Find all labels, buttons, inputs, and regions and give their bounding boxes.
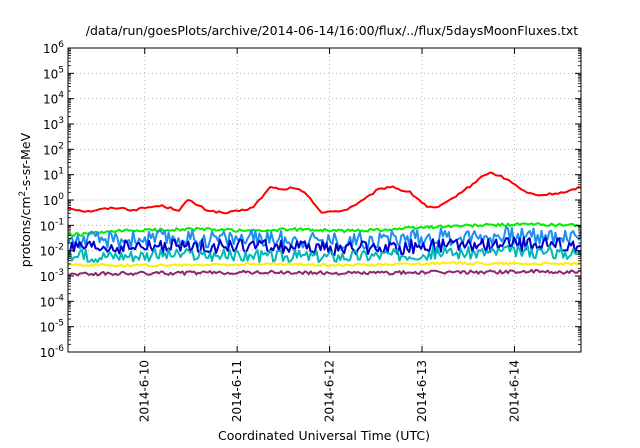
y-tick-label: 10-2 — [40, 243, 64, 259]
y-tick-exponent: 2 — [58, 141, 64, 151]
x-tick-label: 2014-6-10 — [138, 360, 152, 422]
y-tick-base: 10 — [40, 321, 55, 335]
x-tick-label: 2014-6-14 — [507, 360, 521, 422]
y-tick-exponent: -3 — [55, 268, 64, 278]
y-tick-exponent: 0 — [58, 192, 64, 202]
y-tick-exponent: -2 — [55, 243, 64, 253]
y-tick-base: 10 — [40, 270, 55, 284]
y-tick-label: 101 — [43, 167, 64, 183]
y-tick-label: 104 — [43, 91, 64, 107]
y-tick-label: 10-4 — [40, 293, 65, 309]
y-tick-base: 10 — [40, 245, 55, 259]
y-tick-exponent: -5 — [55, 319, 64, 329]
series-line — [67, 268, 582, 277]
y-tick-label: 105 — [43, 65, 64, 81]
y-tick-base: 10 — [40, 219, 55, 233]
y-tick-label: 10-3 — [40, 268, 64, 284]
y-axis-ticks: 10610510410310210110010-110-210-310-410-… — [40, 40, 581, 360]
y-axis-label-sup: 2 — [18, 191, 28, 197]
y-tick-base: 10 — [43, 118, 58, 132]
y-axis-label-suffix: -s-sr-MeV — [18, 132, 33, 190]
y-tick-label: 102 — [43, 141, 64, 157]
grid — [68, 48, 581, 352]
series-line — [67, 244, 582, 264]
y-axis-label-prefix: protons/cm — [18, 196, 33, 267]
y-tick-base: 10 — [40, 295, 55, 309]
x-tick-label: 2014-6-13 — [415, 360, 429, 422]
y-tick-base: 10 — [43, 67, 58, 81]
y-tick-exponent: -1 — [55, 217, 64, 227]
series-layer — [67, 171, 582, 277]
x-axis-label: Coordinated Universal Time (UTC) — [218, 428, 430, 443]
y-tick-label: 103 — [43, 116, 64, 132]
series-line — [67, 261, 582, 268]
series-line — [67, 222, 582, 237]
series-line — [67, 171, 582, 215]
y-tick-base: 10 — [43, 169, 58, 183]
y-tick-base: 10 — [43, 194, 58, 208]
y-tick-label: 106 — [43, 40, 64, 56]
y-tick-exponent: 3 — [58, 116, 64, 126]
y-tick-exponent: 1 — [58, 167, 64, 177]
series-line — [67, 236, 582, 257]
chart-title: /data/run/goesPlots/archive/2014-06-14/1… — [86, 23, 579, 38]
x-tick-label: 2014-6-12 — [323, 360, 337, 422]
y-tick-label: 10-6 — [40, 344, 65, 360]
y-tick-exponent: 5 — [58, 65, 64, 75]
y-tick-label: 10-1 — [40, 217, 64, 233]
y-tick-exponent: 4 — [58, 91, 64, 101]
y-tick-label: 10-5 — [40, 319, 64, 335]
y-tick-base: 10 — [43, 93, 58, 107]
y-tick-base: 10 — [43, 42, 58, 56]
y-tick-exponent: 6 — [58, 40, 64, 50]
y-axis-label: protons/cm2-s-sr-MeV — [18, 132, 33, 267]
y-tick-base: 10 — [43, 143, 58, 157]
x-tick-label: 2014-6-11 — [230, 360, 244, 422]
y-tick-label: 100 — [43, 192, 64, 208]
y-tick-exponent: -4 — [55, 293, 64, 303]
y-tick-base: 10 — [40, 346, 55, 360]
y-tick-exponent: -6 — [55, 344, 64, 354]
x-axis-ticks: 2014-6-10 2014-6-11 2014-6-12 2014-6-13 2014… — [138, 48, 521, 422]
